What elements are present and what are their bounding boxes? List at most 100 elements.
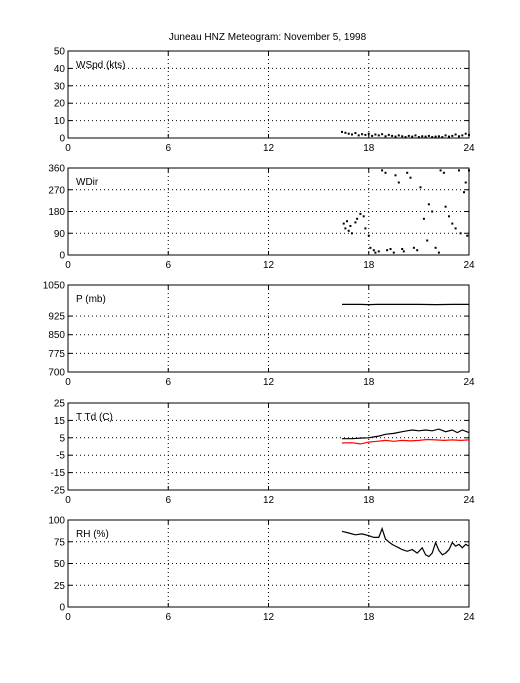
data-point (427, 203, 430, 206)
data-point (451, 134, 454, 137)
data-point (394, 135, 397, 138)
data-point (364, 133, 367, 136)
y-tick-label: -25 (51, 486, 66, 497)
axes-frame (67, 284, 470, 373)
data-point (427, 134, 430, 137)
y-tick-label: 25 (54, 399, 66, 410)
data-point (377, 250, 380, 253)
data-point (448, 215, 450, 218)
data-point (344, 131, 347, 134)
panel-label: T Td (C) (76, 412, 113, 423)
y-tick-label: 270 (48, 185, 65, 196)
chart-title: Juneau HNZ Meteogram: November 5, 1998 (169, 32, 367, 43)
data-point (384, 171, 387, 174)
data-point (391, 134, 394, 137)
panel-label: WSpd (kts) (76, 60, 125, 71)
y-tick-label: 775 (48, 349, 65, 360)
data-point (341, 130, 343, 133)
data-point (357, 134, 360, 137)
x-tick-label: 12 (263, 495, 275, 506)
x-tick-label: 6 (165, 612, 171, 623)
data-point (441, 136, 444, 139)
data-point (351, 232, 353, 235)
x-tick-label: 12 (263, 377, 275, 388)
y-tick-label: 0 (59, 251, 65, 262)
series-line-0 (341, 526, 470, 558)
data-point (466, 234, 469, 237)
data-point (439, 169, 442, 172)
data-point (371, 134, 374, 137)
data-point (394, 174, 397, 177)
data-point (354, 132, 357, 135)
panel-4: 0 6 12 18 24 0 25 50 75 100 RH (%) (48, 516, 475, 624)
y-tick-label: 90 (54, 229, 66, 240)
data-point (362, 215, 365, 218)
data-point (381, 133, 384, 136)
x-tick-label: 18 (363, 260, 375, 271)
data-point (342, 222, 345, 225)
data-point (387, 133, 390, 136)
data-point (468, 133, 470, 136)
data-point (458, 169, 460, 172)
data-point (381, 169, 384, 172)
x-tick-label: 24 (463, 612, 475, 623)
panel-2: 0 6 12 18 24 700 775 850 925 1050 P (mb) (43, 281, 475, 389)
x-tick-label: 18 (363, 495, 375, 506)
data-point (377, 134, 380, 137)
data-point (347, 132, 350, 135)
x-tick-label: 6 (165, 143, 171, 154)
x-tick-label: 24 (463, 143, 475, 154)
x-tick-label: 24 (463, 377, 475, 388)
x-tick-label: 0 (65, 495, 71, 506)
x-tick-label: 0 (65, 377, 71, 388)
y-tick-label: 360 (48, 164, 65, 175)
data-point (351, 133, 353, 136)
data-point (419, 186, 422, 189)
data-point (367, 132, 370, 135)
panel-1: 0 6 12 18 24 0 90 180 270 360 WDir (48, 164, 475, 272)
x-tick-label: 18 (363, 612, 375, 623)
data-point (414, 134, 417, 137)
x-tick-label: 6 (165, 260, 171, 271)
data-point (349, 225, 352, 227)
data-point (458, 135, 460, 138)
data-point (444, 205, 447, 208)
data-point (454, 133, 457, 136)
data-point (464, 132, 467, 135)
y-tick-label: 700 (48, 368, 65, 379)
x-tick-label: 0 (65, 143, 71, 154)
data-point (431, 136, 434, 139)
data-point (451, 222, 454, 225)
data-point (356, 217, 359, 220)
data-point (359, 212, 362, 215)
data-point (434, 246, 437, 249)
data-point (448, 135, 450, 138)
y-tick-label: 5 (59, 433, 65, 444)
data-point (372, 249, 375, 252)
data-point (437, 251, 440, 254)
data-point (442, 171, 445, 174)
series-line-1 (341, 438, 470, 445)
x-tick-label: 18 (363, 143, 375, 154)
data-point (386, 249, 389, 252)
data-point (468, 169, 470, 172)
data-point (424, 135, 427, 138)
x-tick-label: 0 (65, 260, 71, 271)
axes-frame (67, 402, 470, 491)
data-point (421, 135, 424, 138)
data-point (364, 227, 367, 230)
y-tick-label: -15 (51, 468, 66, 479)
y-tick-label: 0 (59, 603, 65, 614)
data-point (412, 246, 415, 249)
y-tick-label: 50 (54, 47, 66, 58)
data-point (361, 133, 364, 136)
data-point (406, 171, 409, 174)
axes-frame (67, 50, 470, 139)
data-point (397, 181, 400, 184)
data-point (431, 210, 434, 213)
y-tick-label: 850 (48, 330, 65, 341)
data-point (411, 135, 414, 138)
data-point (384, 135, 387, 138)
